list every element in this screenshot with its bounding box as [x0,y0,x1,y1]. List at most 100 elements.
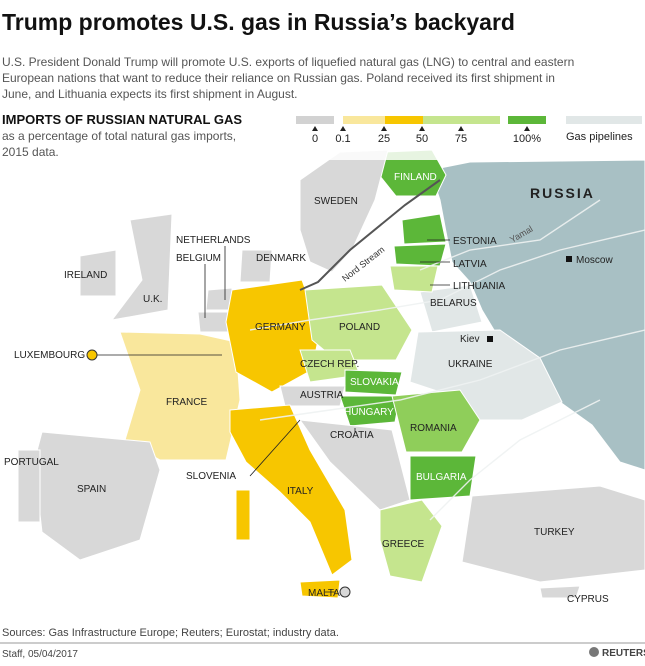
uk [110,213,173,321]
country-label: SPAIN [77,484,106,495]
france [119,331,241,461]
netherlands [205,287,233,311]
credit: Staff, 05/04/2017 [2,649,78,660]
country-label: GERMANY [255,322,306,333]
country-label: CYPRUS [567,594,609,605]
legend-tick [340,126,346,131]
country-label: PORTUGAL [4,457,59,468]
leader-lines [97,239,450,593]
city-marker [487,336,493,342]
country-label: FRANCE [166,397,207,408]
subtitle: European nations that want to reduce the… [2,71,555,85]
city-label: Kiev [460,334,479,345]
legend-tick [419,126,425,131]
legend-tick-label: 0 [312,133,318,145]
country-label: ESTONIA [453,236,497,247]
pipeline-swatch [566,116,642,124]
hungary [339,395,401,427]
legend-tick-label: 0.1 [335,133,350,145]
pipeline [429,399,601,521]
legend: 0 0.1 25 50 75 100% [296,116,546,145]
country-label: BELARUS [430,298,477,309]
legend-tick [312,126,318,131]
legend-tick-label: 50 [416,133,428,145]
ireland [79,249,117,297]
nord-stream-line [299,179,441,291]
city-marker [566,256,572,262]
sardinia [235,489,251,541]
estonia [401,213,447,245]
country-label: POLAND [339,322,380,333]
brand-logo [589,647,599,657]
footer-backdrop [0,620,645,661]
sources: Sources: Gas Infrastructure Europe; Reut… [2,627,339,639]
legend-tick-label: 25 [378,133,390,145]
country-label: U.K. [143,294,162,305]
country-label: BELGIUM [176,253,221,264]
country-label: IRELAND [64,270,107,281]
map: FINLAND RUSSIA SWEDEN ESTONIA LATVIA LIT… [0,149,645,620]
country-label: TURKEY [534,527,575,538]
slovakia [344,369,403,396]
subtitle: U.S. President Donald Trump will promote… [2,55,574,69]
legend-swatch [296,116,334,124]
cyprus [539,585,581,599]
country-label: HUNGARY [344,407,394,418]
country-label: SLOVAKIA [350,377,399,388]
country-label: MALTA [308,588,340,599]
title: Trump promotes U.S. gas in Russia’s back… [2,9,515,35]
belarus [419,284,483,333]
balkans [298,419,411,511]
legend-tick [381,126,387,131]
country-label: ROMANIA [410,423,457,434]
country-label: SWEDEN [314,196,358,207]
legend-tick [458,126,464,131]
subtitle: June, and Lithuania expects its first sh… [2,87,298,101]
brand: REUTERS [602,648,645,659]
bulgaria [409,455,477,501]
country-label: GREECE [382,539,425,550]
legend-swatch [343,116,385,124]
pipeline [259,329,645,421]
latvia [393,243,447,267]
country-label: CZECH REP. [300,359,359,370]
country-label: LUXEMBOURG [14,350,85,361]
country-label: ITALY [287,486,314,497]
luxembourg-marker [86,349,98,361]
legend-subtitle: as a percentage of total natural gas imp… [2,129,236,143]
legend-tick-label: 100% [513,133,541,145]
legend-title: IMPORTS OF RUSSIAN NATURAL GAS [2,112,242,127]
romania [391,389,481,453]
legend-subtitle: 2015 data. [2,145,59,159]
poland [304,284,413,361]
legend-swatch [385,116,423,124]
pipeline [249,229,645,331]
turkey [461,485,645,583]
country-label: NETHERLANDS [176,235,251,246]
city-label: Moscow [576,255,613,266]
country-label: CROATIA [330,430,374,441]
country-label: BULGARIA [416,472,467,483]
malta-marker [339,586,351,598]
legend-swatch [508,116,546,124]
country-label: SLOVENIA [186,471,236,482]
belgium [197,311,231,333]
lithuania [389,265,439,293]
denmark [239,249,273,283]
italy [229,404,353,576]
pipeline [419,199,601,271]
country-label: FINLAND [394,172,437,183]
country-label: AUSTRIA [300,390,344,401]
pipeline-legend-label: Gas pipelines [566,131,633,143]
country-label: UKRAINE [448,359,493,370]
country-label: DENMARK [256,253,306,264]
legend-swatch [423,116,500,124]
austria [279,385,346,407]
legend-tick [524,126,530,131]
portugal [17,449,41,523]
country-label: LITHUANIA [453,281,506,292]
country-label: LATVIA [453,259,487,270]
sicily [299,579,341,599]
country-label: RUSSIA [530,185,595,201]
